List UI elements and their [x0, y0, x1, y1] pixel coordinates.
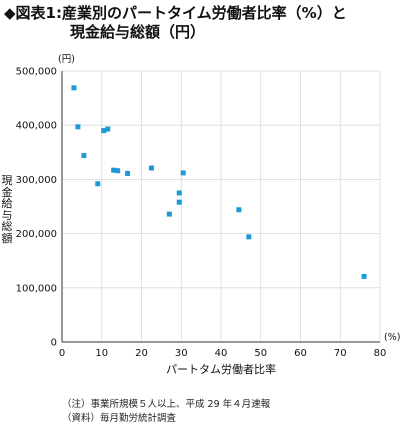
y-tick-label: 100,000 [16, 283, 57, 294]
footnote-source: （資料）毎月勤労統計調査 [62, 413, 177, 424]
data-point [236, 207, 242, 213]
data-point [81, 153, 87, 159]
tick-labels: 0 10 20 30 40 50 60 70 80 0 100,000 200,000 300,000 4… [16, 67, 387, 360]
data-point [361, 273, 367, 279]
y-tick-label: 0 [51, 338, 57, 349]
data-point [105, 126, 111, 132]
y-axis-label: 現金給与総額 [1, 174, 13, 245]
data-point [125, 170, 131, 176]
y-tick-label: 500,000 [16, 67, 57, 78]
chart-title-line1: ◆図表1:産業別のパートタイム労働者比率（%）と [4, 4, 347, 22]
x-tick-label: 80 [374, 348, 387, 359]
x-tick-label: 70 [334, 348, 347, 359]
data-point [166, 211, 172, 217]
data-points [71, 85, 367, 279]
axes [61, 71, 380, 343]
y-tick-label: 400,000 [16, 121, 57, 132]
footnote-note: （注）事業所規模５人以上、平成 29 年４月速報 [62, 399, 271, 410]
chart-title-line2: 現金給与総額（円） [70, 23, 206, 41]
x-tick-label: 40 [215, 348, 228, 359]
x-axis-label: パートタム労働者比率 [166, 362, 276, 376]
data-point [75, 124, 81, 130]
x-tick-label: 60 [294, 348, 307, 359]
y-tick-label: 200,000 [16, 229, 57, 240]
grid-lines [61, 70, 381, 343]
x-tick-label: 10 [95, 348, 108, 359]
x-tick-label: 0 [59, 348, 65, 359]
data-point [101, 128, 107, 134]
data-point [176, 199, 182, 205]
x-tick-label: 30 [175, 348, 188, 359]
data-point [71, 85, 77, 91]
y-tick-label: 300,000 [16, 175, 57, 186]
footnotes: （注）事業所規模５人以上、平成 29 年４月速報 （資料）毎月勤労統計調査 [62, 398, 270, 426]
data-point [180, 170, 186, 176]
x-tick-label: 20 [135, 348, 148, 359]
data-point [176, 190, 182, 196]
chart-title: ◆図表1:産業別のパートタイム労働者比率（%）と 現金給与総額（円） [4, 4, 396, 42]
x-tick-label: 50 [254, 348, 267, 359]
y-unit-label: (円) [58, 54, 75, 65]
x-unit-label: (%) [384, 332, 400, 343]
data-point [95, 181, 101, 187]
data-point [148, 165, 154, 171]
data-point [246, 234, 252, 240]
data-point [111, 167, 117, 173]
data-point [115, 168, 121, 174]
